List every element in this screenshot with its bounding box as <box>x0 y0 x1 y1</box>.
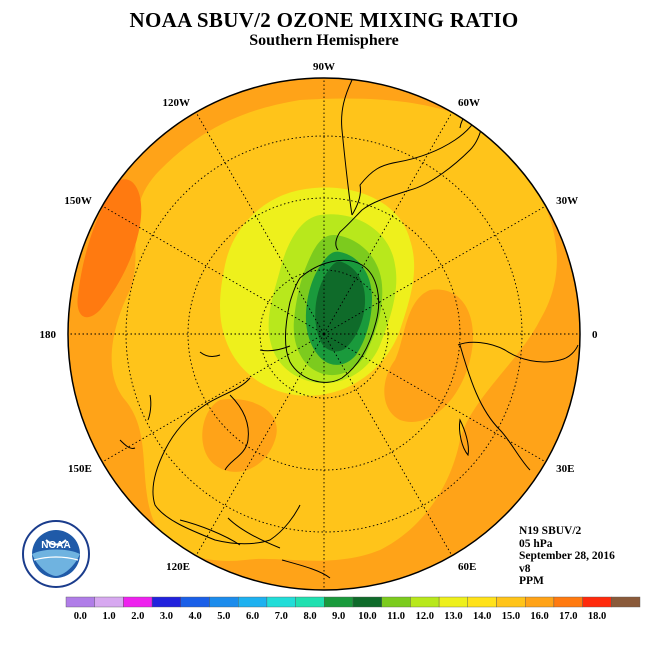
longitude-label: 60W <box>458 97 480 109</box>
ozone-field <box>68 78 580 590</box>
globe-outline <box>67 77 581 591</box>
noaa-logo-text: NOAA <box>41 540 70 551</box>
colorbar-swatch <box>553 596 583 608</box>
longitude-label: 90W <box>313 61 335 73</box>
colorbar-tick-label: 9.0 <box>332 611 345 622</box>
longitude-label: 150W <box>64 195 92 207</box>
colorbar-tick-label: 13.0 <box>444 611 462 622</box>
colorbar-tick-label: 12.0 <box>416 611 434 622</box>
longitude-label: 0 <box>592 329 598 341</box>
units-label: PPM <box>519 575 544 587</box>
colorbar-swatch <box>525 596 555 608</box>
colorbar-tick-label: 0.0 <box>74 611 87 622</box>
band-core <box>315 261 366 352</box>
band-orange-lobe <box>384 289 474 422</box>
instrument-label: N19 SBUV/2 <box>519 525 582 537</box>
colorbar-swatch <box>180 596 210 608</box>
colorbar-tick-label: 11.0 <box>387 611 405 622</box>
colorbar-swatch <box>324 596 354 608</box>
color-scale: 0.0 1.0 2.0 3.0 4.0 5.0 6.0 7.0 8.0 9.0 10.0 11.0 12… <box>65 596 641 622</box>
version-label: v8 <box>519 562 531 575</box>
colorbar-swatch <box>467 596 497 608</box>
colorbar-tick-label: 1.0 <box>102 611 115 622</box>
colorbar-swatch <box>611 596 641 608</box>
longitude-labels: 030E60E90E120E150E180150W120W90W60W30W <box>40 61 599 609</box>
colorbar-tick-label: 10.0 <box>358 611 376 622</box>
band-15-16 <box>77 179 142 318</box>
colorbar-tick-label: 3.0 <box>160 611 173 622</box>
colorbar-tick-label: 8.0 <box>303 611 316 622</box>
colorbar-swatch <box>381 596 411 608</box>
info-block: N19 SBUV/2 05 hPa September 28, 2016 v8 … <box>519 525 615 588</box>
longitude-label: 120E <box>166 561 190 573</box>
page-title: NOAA SBUV/2 OZONE MIXING RATIO <box>129 8 519 32</box>
longitude-label: 180 <box>40 329 57 341</box>
colorbar-tick-label: 16.0 <box>530 611 548 622</box>
colorbar-tick-label: 6.0 <box>246 611 259 622</box>
longitude-label: 120W <box>163 97 191 109</box>
colorbar-tick-label: 2.0 <box>131 611 144 622</box>
noaa-logo: NOAA <box>22 520 90 588</box>
longitude-label: 150E <box>68 463 92 475</box>
colorbar-swatch <box>151 596 182 608</box>
colorbar-tick-label: 5.0 <box>217 611 230 622</box>
colorbar-tick-label: 7.0 <box>275 611 288 622</box>
colorbar-tick-label: 15.0 <box>502 611 520 622</box>
page-subtitle: Southern Hemisphere <box>249 32 399 49</box>
longitude-label: 30E <box>556 463 574 475</box>
date-label: September 28, 2016 <box>519 550 615 562</box>
level-label: 05 hPa <box>519 537 553 550</box>
longitude-label: 30W <box>556 195 578 207</box>
colorbar-swatch <box>209 596 239 608</box>
longitude-label: 60E <box>458 561 476 573</box>
colorbar-swatch <box>237 596 268 608</box>
colorbar-swatch <box>123 596 153 608</box>
colorbar-tick-label: 17.0 <box>559 611 577 622</box>
colorbar-swatch <box>352 596 382 608</box>
colorbar-swatch <box>266 596 296 608</box>
graticule <box>68 78 580 590</box>
colorbar-swatch <box>582 596 612 608</box>
colorbar-swatch <box>496 596 526 608</box>
colorbar-tick-label: 14.0 <box>473 611 491 622</box>
colorbar-swatch <box>410 596 440 608</box>
colorbar-swatch <box>438 596 469 608</box>
colorbar-tick-label: 18.0 <box>588 611 606 622</box>
band-orange-lobe-2 <box>202 399 277 472</box>
colorbar-swatch <box>94 596 124 608</box>
colorbar-tick-label: 4.0 <box>189 611 202 622</box>
colorbar-swatch <box>65 596 95 608</box>
colorbar-swatch <box>295 596 325 608</box>
